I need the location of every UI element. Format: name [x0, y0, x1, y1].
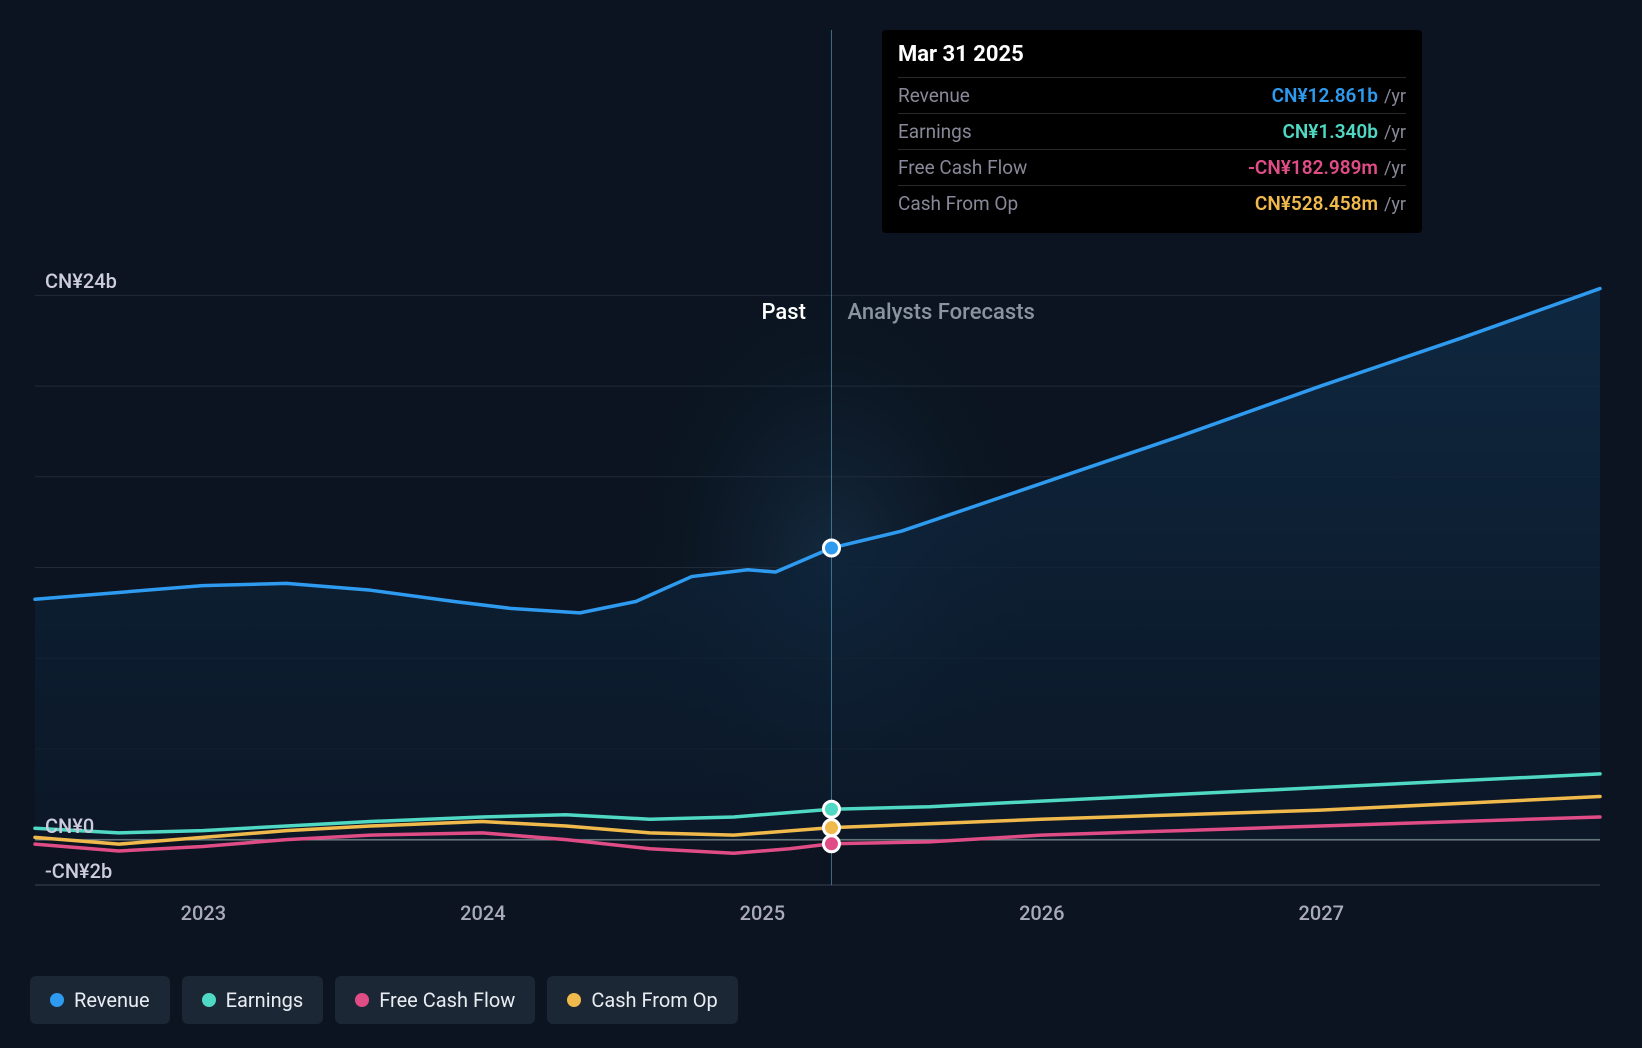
legend-label: Cash From Op: [591, 988, 717, 1012]
forecast-region-label: Analysts Forecasts: [847, 300, 1034, 325]
tooltip-row: Revenue CN¥12.861b/yr: [898, 77, 1406, 113]
tooltip-metric-unit: /yr: [1384, 86, 1406, 107]
tooltip-date: Mar 31 2025: [898, 42, 1406, 77]
legend-label: Revenue: [74, 988, 150, 1012]
legend-item-fcf[interactable]: Free Cash Flow: [335, 976, 535, 1024]
x-tick-label: 2024: [460, 901, 505, 925]
tooltip-metric-unit: /yr: [1384, 122, 1406, 143]
y-tick-label: CN¥0: [45, 814, 94, 838]
tooltip-metric-value: -CN¥182.989m: [1248, 156, 1378, 179]
legend-item-cfo[interactable]: Cash From Op: [547, 976, 737, 1024]
tooltip-metric-unit: /yr: [1384, 194, 1406, 215]
tooltip-metric-value: CN¥1.340b: [1282, 120, 1378, 143]
legend-label: Earnings: [226, 988, 304, 1012]
tooltip-row: Free Cash Flow -CN¥182.989m/yr: [898, 149, 1406, 185]
legend-item-earnings[interactable]: Earnings: [182, 976, 324, 1024]
tooltip-metric-value: CN¥12.861b: [1272, 84, 1378, 107]
tooltip-metric-unit: /yr: [1384, 158, 1406, 179]
past-region-label: Past: [761, 300, 805, 325]
y-tick-label: CN¥24b: [45, 269, 117, 293]
x-tick-label: 2025: [740, 901, 785, 925]
legend-dot-icon: [567, 993, 581, 1007]
tooltip-row: Earnings CN¥1.340b/yr: [898, 113, 1406, 149]
tooltip-metric-value: CN¥528.458m: [1255, 192, 1378, 215]
legend-label: Free Cash Flow: [379, 988, 515, 1012]
y-tick-label: -CN¥2b: [45, 859, 112, 883]
legend-bar: Revenue Earnings Free Cash Flow Cash From O…: [30, 976, 738, 1024]
tooltip-row: Cash From Op CN¥528.458m/yr: [898, 185, 1406, 221]
tooltip-metric-label: Revenue: [898, 84, 970, 107]
legend-dot-icon: [50, 993, 64, 1007]
tooltip-metric-label: Cash From Op: [898, 192, 1018, 215]
legend-dot-icon: [202, 993, 216, 1007]
legend-item-revenue[interactable]: Revenue: [30, 976, 170, 1024]
x-tick-label: 2023: [181, 901, 226, 925]
tooltip-metric-label: Earnings: [898, 120, 972, 143]
tooltip-metric-label: Free Cash Flow: [898, 156, 1027, 179]
chart-tooltip: Mar 31 2025 RevenueCN¥12.861b/yrEarnings…: [882, 30, 1422, 233]
x-tick-label: 2026: [1019, 901, 1064, 925]
x-tick-label: 2027: [1299, 901, 1344, 925]
legend-dot-icon: [355, 993, 369, 1007]
